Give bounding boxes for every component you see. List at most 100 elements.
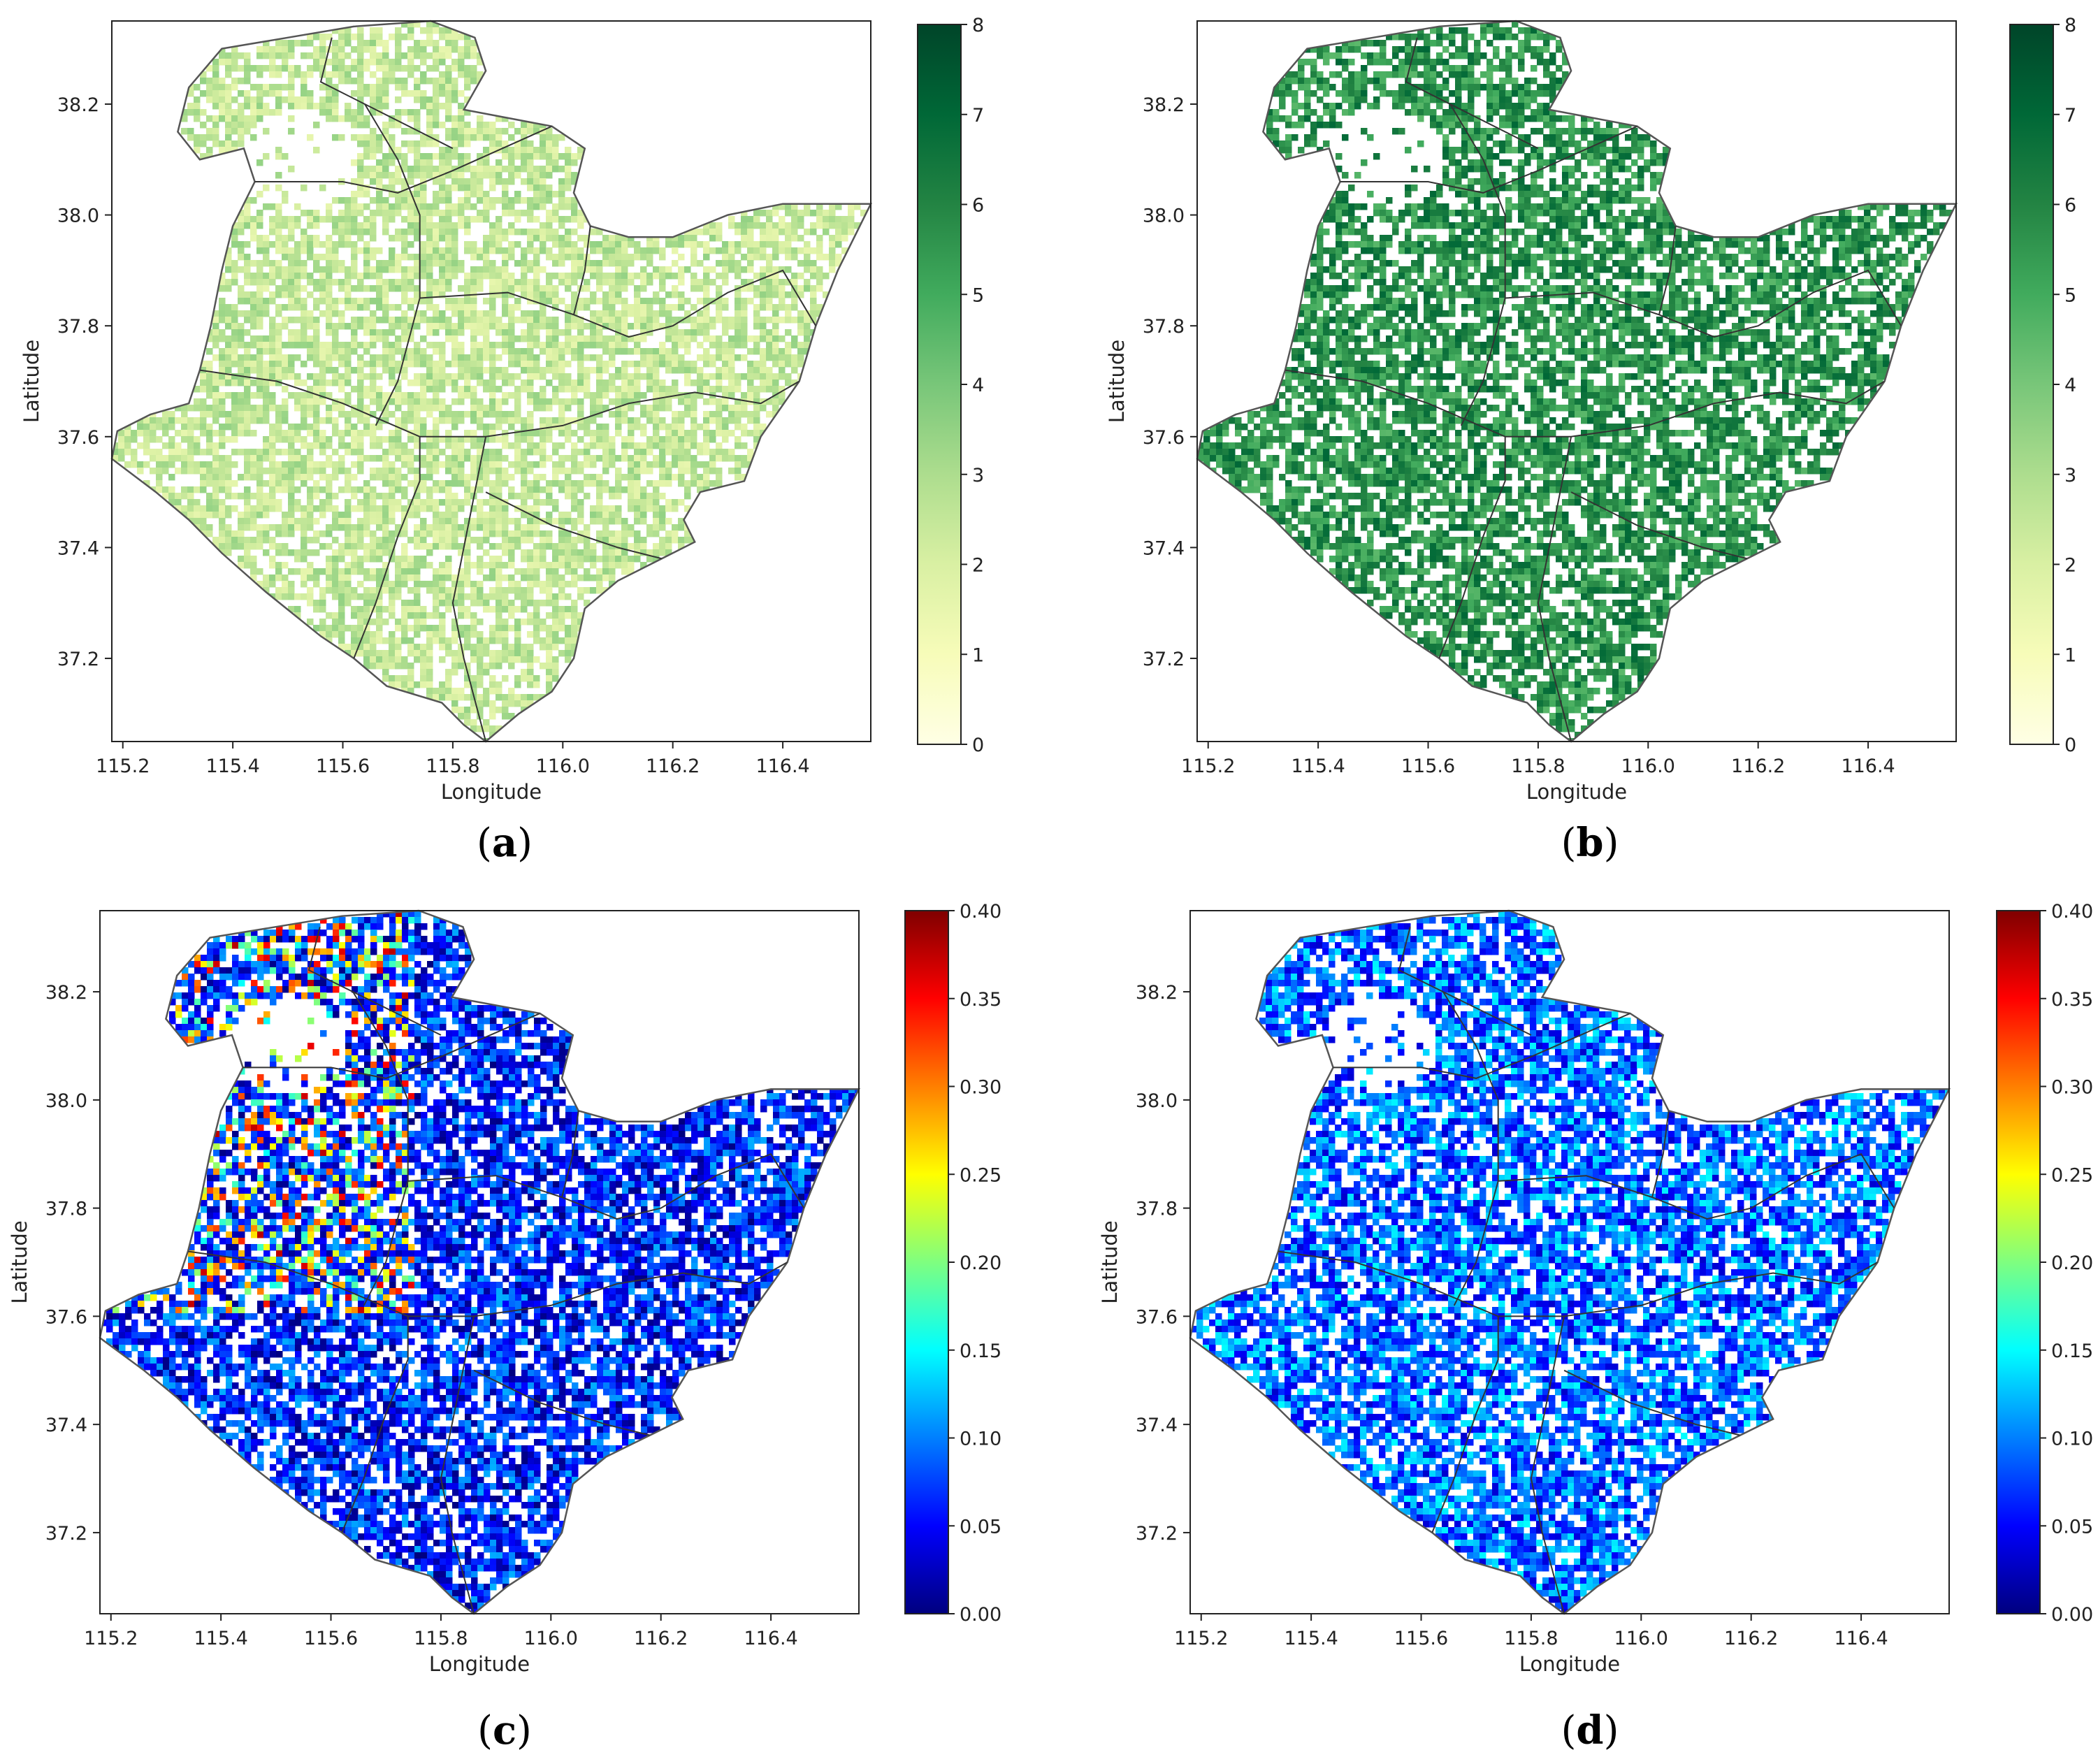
- panel-a: 115.2 115.4 115.6 115.8 116.0 116.2 116.4 37.2 3…: [20, 15, 984, 866]
- x-tick-label: 115.4: [194, 1628, 247, 1649]
- x-tick-label: 116.4: [1841, 756, 1895, 777]
- panel-caption: (b): [1561, 820, 1619, 866]
- colorbar-tick-label: 0: [2064, 735, 2076, 756]
- y-tick-label: 37.6: [1143, 427, 1185, 449]
- county-border: [1405, 37, 1539, 150]
- county-border: [1537, 436, 1572, 742]
- y-tick-label: 37.8: [45, 1199, 87, 1220]
- colorbar-tick-label: 1: [2064, 644, 2076, 666]
- x-tick-label: 116.2: [646, 756, 700, 777]
- county-border: [1498, 1152, 1895, 1220]
- colorbar-tick-label: 8: [2064, 15, 2076, 36]
- y-tick-label: 37.2: [1136, 1523, 1178, 1545]
- raster-field: [112, 21, 867, 742]
- y-tick-label: 38.0: [1136, 1090, 1178, 1112]
- colorbar-tick-label: 1: [972, 644, 984, 666]
- colorbar: [2009, 24, 2054, 745]
- county-border: [1431, 1316, 1499, 1533]
- y-tick-label: 38.0: [45, 1090, 87, 1112]
- county-borders: [187, 926, 805, 1614]
- x-tick-label: 115.8: [1504, 1628, 1558, 1649]
- x-tick-label: 115.6: [1401, 756, 1455, 777]
- raster-field: [1190, 911, 1949, 1614]
- county-border: [254, 125, 553, 194]
- x-tick-label: 116.0: [536, 756, 590, 777]
- x-axis-label: Longitude: [441, 780, 542, 804]
- colorbar-tick-label: 0.20: [960, 1252, 1001, 1274]
- county-border: [1340, 125, 1638, 194]
- county-border: [364, 103, 421, 426]
- county-border: [1651, 1111, 1670, 1198]
- county-border: [451, 436, 487, 742]
- colorbar-tick-label: 0.05: [960, 1516, 1001, 1538]
- x-tick-label: 116.2: [634, 1628, 688, 1649]
- x-tick-label: 115.6: [304, 1628, 358, 1649]
- axes-frame: [1196, 20, 1957, 742]
- x-tick-label: 115.2: [96, 756, 150, 777]
- x-tick-label: 115.4: [1291, 756, 1345, 777]
- axes-frame: [111, 20, 871, 742]
- y-axis-label: Latitude: [1105, 340, 1129, 423]
- county-border: [319, 37, 454, 150]
- county-borders: [1278, 926, 1895, 1614]
- county-border: [1530, 1316, 1565, 1614]
- y-tick-label: 37.4: [1136, 1415, 1178, 1436]
- county-border: [199, 369, 800, 438]
- county-border: [243, 1013, 541, 1079]
- x-tick-label: 115.4: [1284, 1628, 1338, 1649]
- county-border: [1505, 269, 1902, 338]
- y-tick-label: 38.2: [45, 982, 87, 1004]
- colorbar-tick-label: 0.25: [960, 1164, 1001, 1186]
- colorbar-tick-label: 0.25: [2051, 1164, 2093, 1186]
- x-tick-label: 115.8: [1511, 756, 1565, 777]
- colorbar-tick-label: 0.10: [960, 1429, 1001, 1450]
- colorbar-tick-label: 0.30: [2051, 1077, 2093, 1099]
- county-border: [353, 436, 421, 659]
- colorbar-tick-label: 0.35: [2051, 989, 2093, 1011]
- y-tick-label: 37.4: [1143, 537, 1185, 559]
- y-tick-label: 37.8: [57, 316, 99, 338]
- county-border: [407, 1152, 805, 1220]
- county-border: [473, 1369, 651, 1436]
- y-tick-label: 37.6: [57, 427, 99, 449]
- colorbar-tick-label: 0: [972, 735, 984, 756]
- county-border: [419, 269, 817, 338]
- y-tick-label: 37.6: [45, 1306, 87, 1328]
- colorbar-tick-label: 0.35: [960, 989, 1001, 1011]
- county-border: [561, 1111, 579, 1198]
- y-axis-label: Latitude: [20, 340, 43, 423]
- x-axis-label: Longitude: [1526, 780, 1627, 804]
- county-border: [1398, 926, 1532, 1036]
- y-axis-label: Latitude: [1098, 1220, 1122, 1303]
- county-border: [1285, 369, 1886, 438]
- y-tick-label: 38.2: [1143, 94, 1185, 116]
- colorbar-tick-label: 2: [2064, 555, 2076, 577]
- colorbar-tick-label: 0.05: [2051, 1516, 2093, 1538]
- county-border: [1563, 1369, 1741, 1436]
- colorbar-tick-label: 0.00: [960, 1604, 1001, 1626]
- panel-d: 115.2 115.4 115.6 115.8 116.0 116.2 116.4 37.2 3…: [1098, 901, 2093, 1754]
- colorbar-tick-label: 5: [972, 284, 984, 306]
- raster-field: [1197, 21, 1953, 742]
- y-tick-label: 38.0: [1143, 205, 1185, 227]
- colorbar-tick-label: 4: [2064, 375, 2076, 396]
- x-tick-label: 116.4: [1834, 1628, 1888, 1649]
- x-tick-label: 116.4: [755, 756, 809, 777]
- x-axis-label: Longitude: [1519, 1652, 1620, 1676]
- raster-field: [100, 911, 859, 1614]
- y-tick-label: 37.8: [1136, 1199, 1178, 1220]
- county-borders: [199, 37, 817, 742]
- colorbar-tick-label: 0.30: [960, 1077, 1001, 1099]
- colorbar: [917, 24, 962, 745]
- panel-b: 115.2 115.4 115.6 115.8 116.0 116.2 116.4 37.2 3…: [1105, 15, 2076, 866]
- colorbar-tick-label: 0.10: [2051, 1429, 2093, 1450]
- region-boundary: [1189, 909, 1951, 1615]
- x-tick-label: 116.2: [1724, 1628, 1778, 1649]
- x-tick-label: 115.6: [1394, 1628, 1448, 1649]
- panel-caption: (d): [1561, 1707, 1619, 1754]
- colorbar-tick-label: 0.20: [2051, 1252, 2093, 1274]
- county-border: [1333, 1013, 1631, 1079]
- region-boundary: [1196, 20, 1958, 743]
- x-tick-label: 115.2: [1174, 1628, 1228, 1649]
